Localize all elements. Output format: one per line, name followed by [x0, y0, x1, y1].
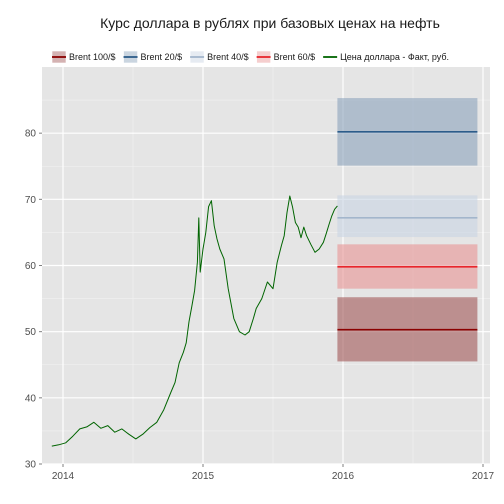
ticks: 2014 2015 2016 2017 30 40 50 60 70 80 [25, 129, 495, 482]
chart-title: Курс доллара в рублях при базовых ценах … [100, 15, 440, 31]
legend-label: Brent 40/$ [207, 52, 249, 62]
y-tick-label: 50 [25, 327, 37, 338]
x-tick-label: 2014 [52, 471, 75, 482]
forecast-band [337, 195, 478, 238]
legend-label: Brent 60/$ [274, 52, 316, 62]
series [51, 195, 338, 447]
legend-item: Brent 20/$ [123, 50, 183, 64]
x-tick-label: 2017 [472, 471, 495, 482]
legend-label: Brent 100/$ [69, 52, 116, 62]
forecast-bands [337, 98, 478, 362]
y-tick-label: 80 [25, 129, 37, 140]
y-tick-label: 40 [25, 393, 37, 404]
legend-item: Цена доллара - Факт, руб. [322, 50, 449, 64]
legend-label: Brent 20/$ [141, 52, 183, 62]
legend: Brent 100/$ Brent 20/$ Brent 40/$ Brent 60/… [51, 50, 449, 64]
y-tick-label: 60 [25, 261, 37, 272]
legend-item: Brent 100/$ [51, 50, 116, 64]
series-line [51, 195, 338, 447]
legend-item: Brent 40/$ [189, 50, 249, 64]
x-tick-label: 2016 [332, 471, 355, 482]
legend-label: Цена доллара - Факт, руб. [340, 52, 449, 62]
x-tick-label: 2015 [192, 471, 215, 482]
y-tick-label: 30 [25, 460, 37, 471]
legend-item: Brent 60/$ [256, 50, 316, 64]
y-tick-label: 70 [25, 195, 37, 206]
forecast-lines [337, 131, 478, 331]
